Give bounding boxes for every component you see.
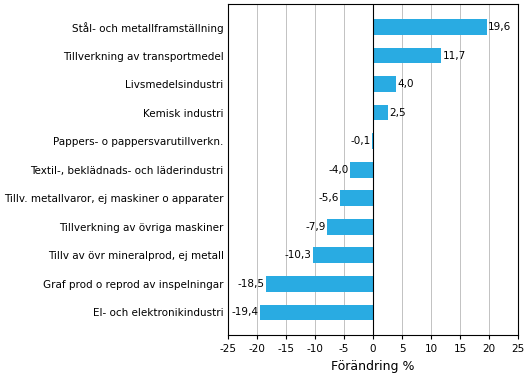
Text: -0,1: -0,1 <box>351 136 371 146</box>
Text: 19,6: 19,6 <box>488 22 512 32</box>
Bar <box>373 48 441 63</box>
Text: 11,7: 11,7 <box>442 51 466 61</box>
Text: 2,5: 2,5 <box>389 108 406 118</box>
Text: 4,0: 4,0 <box>398 79 414 89</box>
Bar <box>373 76 396 92</box>
X-axis label: Förändring %: Förändring % <box>331 360 415 373</box>
Text: -10,3: -10,3 <box>285 250 312 260</box>
Bar <box>373 19 487 35</box>
Text: -5,6: -5,6 <box>318 193 339 203</box>
Bar <box>372 133 373 149</box>
Bar <box>266 276 373 292</box>
Text: -18,5: -18,5 <box>237 279 264 289</box>
Bar <box>341 190 373 206</box>
Text: -19,4: -19,4 <box>232 307 259 317</box>
Bar <box>373 105 388 121</box>
Bar <box>327 219 373 234</box>
Bar <box>260 305 373 320</box>
Text: -7,9: -7,9 <box>305 222 326 232</box>
Text: -4,0: -4,0 <box>328 165 348 175</box>
Bar <box>313 247 373 263</box>
Bar <box>350 162 373 178</box>
